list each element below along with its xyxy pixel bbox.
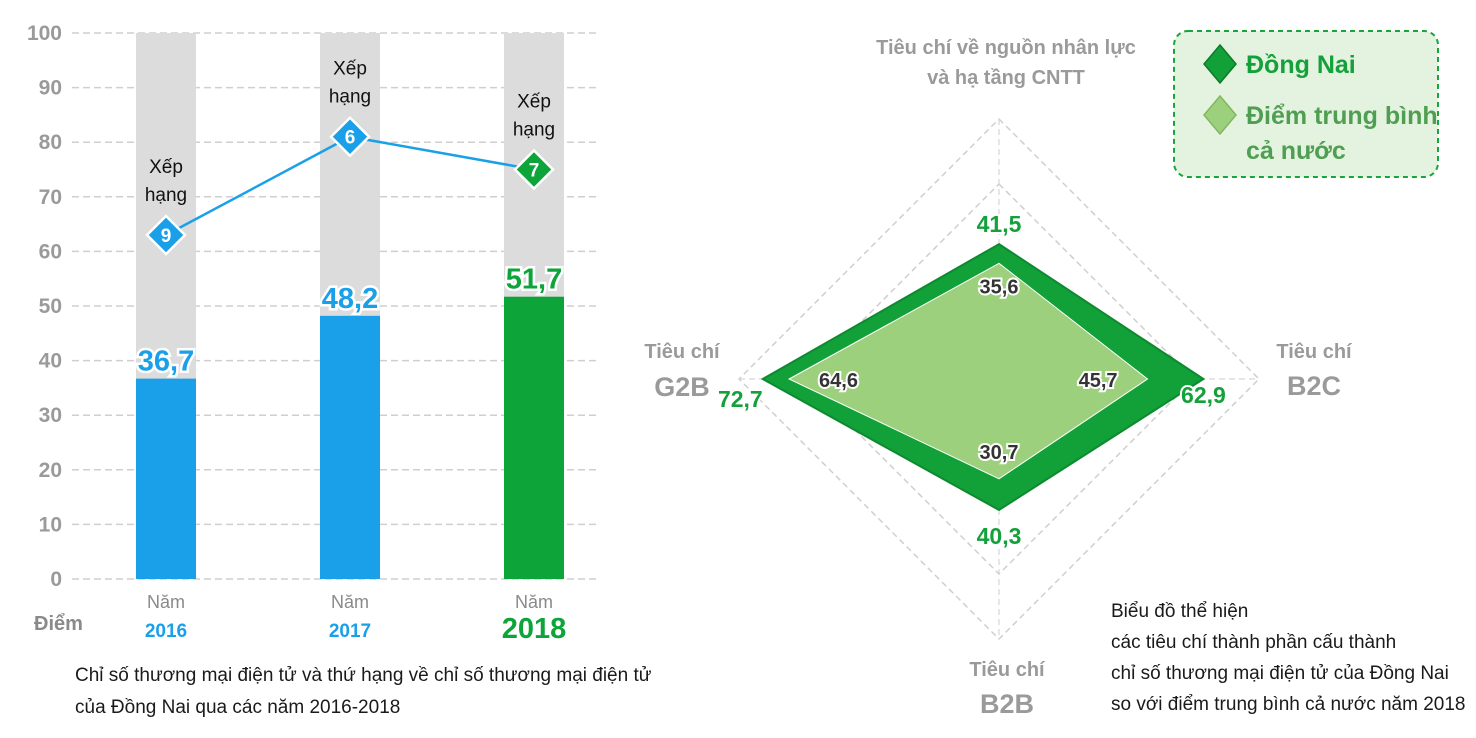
radar-caption-line-3: chỉ số thương mại điện tử của Đồng Nai xyxy=(1111,663,1449,684)
x-category-prefix-2017: Năm xyxy=(331,592,369,612)
legend: Đồng Nai Điểm trung bình cả nước xyxy=(1173,30,1439,178)
radar-caption-line-1: Biểu đồ thể hiện xyxy=(1111,601,1248,622)
x-category-year-2016: 2016 xyxy=(145,621,187,642)
radar-value-national-1: 45,7 xyxy=(1079,370,1118,392)
radar-value-dong-nai-1: 62,9 xyxy=(1181,382,1226,408)
x-category-year-2017: 2017 xyxy=(329,621,371,642)
radar-series xyxy=(760,242,1206,512)
y-axis-ticks: 0 10 20 30 40 50 60 70 80 90 100 xyxy=(27,22,62,591)
legend-swatch-national xyxy=(1203,94,1237,136)
radar-value-dong-nai-3: 72,7 xyxy=(718,386,763,412)
bar-value-label-2016: 36,7 xyxy=(138,346,194,378)
bar-value-labels: 36,7 48,2 51,7 xyxy=(135,261,564,380)
legend-swatch-dong-nai xyxy=(1203,43,1237,85)
radar-axis-bottom-label-2: B2B xyxy=(980,689,1034,719)
legend-label-national-2: cả nước xyxy=(1246,137,1346,165)
radar-caption-line-4: so với điểm trung bình cả nước năm 2018 xyxy=(1111,694,1466,715)
rank-label-line2-2016: hạng xyxy=(145,185,187,206)
legend-box xyxy=(1173,30,1439,178)
y-tick-30: 30 xyxy=(39,404,62,427)
y-tick-90: 90 xyxy=(39,77,62,100)
radar-value-national-3: 64,6 xyxy=(819,370,858,392)
y-tick-0: 0 xyxy=(50,568,62,591)
radar-value-national-0: 35,6 xyxy=(980,276,1019,298)
rank-value-2018: 7 xyxy=(529,161,540,182)
y-tick-20: 20 xyxy=(39,459,62,482)
rank-labels: Xếp hạng Xếp hạng Xếp hạng xyxy=(145,59,555,206)
x-category-prefix-2016: Năm xyxy=(147,592,185,612)
bar-caption-line-1: Chỉ số thương mại điện tử và thứ hạng về… xyxy=(75,665,652,686)
bar-caption-line-2: của Đồng Nai qua các năm 2016-2018 xyxy=(75,697,400,718)
radar-axis-bottom-label-1: Tiêu chí xyxy=(969,659,1046,681)
legend-label-dong-nai: Đồng Nai xyxy=(1246,51,1356,79)
y-tick-10: 10 xyxy=(39,513,62,536)
bar-2016 xyxy=(136,378,196,579)
rank-marker-2016 xyxy=(145,214,187,256)
rank-marker-2018 xyxy=(513,148,555,191)
y-tick-50: 50 xyxy=(39,295,62,318)
radar-axis-left-label-1: Tiêu chí xyxy=(644,341,721,363)
y-tick-40: 40 xyxy=(39,350,62,373)
rank-label-line2-2018: hạng xyxy=(513,120,555,141)
y-tick-70: 70 xyxy=(39,186,62,209)
x-category-prefix-2018: Năm xyxy=(515,592,553,612)
radar-value-dong-nai-0: 41,5 xyxy=(977,211,1022,237)
legend-label-national-1: Điểm trung bình xyxy=(1246,102,1438,130)
radar-axis-top-label-2: và hạ tầng CNTT xyxy=(927,67,1085,89)
radar-axis-right-label-1: Tiêu chí xyxy=(1276,341,1353,363)
bars xyxy=(136,296,564,579)
y-tick-100: 100 xyxy=(27,22,62,45)
bar-2017 xyxy=(320,315,380,579)
rank-value-2017: 6 xyxy=(345,128,356,149)
bar-2018 xyxy=(504,296,564,579)
radar-grid-ring-80 xyxy=(737,117,1261,641)
radar-axis-left-label-2: G2B xyxy=(654,372,710,402)
radar-value-labels: 41,5 35,6 62,9 45,7 40,3 30,7 72,7 64,6 xyxy=(716,209,1228,551)
rank-marker-2017 xyxy=(329,115,371,158)
bar-value-label-2017: 48,2 xyxy=(322,283,378,315)
radar-axis-top-label-1: Tiêu chí về nguồn nhân lực xyxy=(876,37,1136,59)
rank-label-line1-2016: Xếp xyxy=(149,157,183,178)
y-axis-label: Điểm xyxy=(34,613,83,635)
rank-label-line1-2017: Xếp xyxy=(333,59,367,80)
y-tick-60: 60 xyxy=(39,240,62,263)
radar-value-national-2: 30,7 xyxy=(980,442,1019,464)
rank-label-line1-2018: Xếp xyxy=(517,92,551,113)
rank-label-line2-2017: hạng xyxy=(329,87,371,108)
radar-caption-line-2: các tiêu chí thành phần cấu thành xyxy=(1111,632,1396,653)
radar-series-national-average xyxy=(787,262,1149,480)
bar-value-label-2018: 51,7 xyxy=(506,264,562,296)
rank-markers: 9 6 7 xyxy=(145,115,555,256)
rank-value-2016: 9 xyxy=(161,226,172,247)
radar-value-dong-nai-2: 40,3 xyxy=(977,523,1022,549)
radar-axis-right-label-2: B2C xyxy=(1287,371,1341,401)
y-tick-80: 80 xyxy=(39,131,62,154)
x-category-year-2018: 2018 xyxy=(502,613,567,645)
